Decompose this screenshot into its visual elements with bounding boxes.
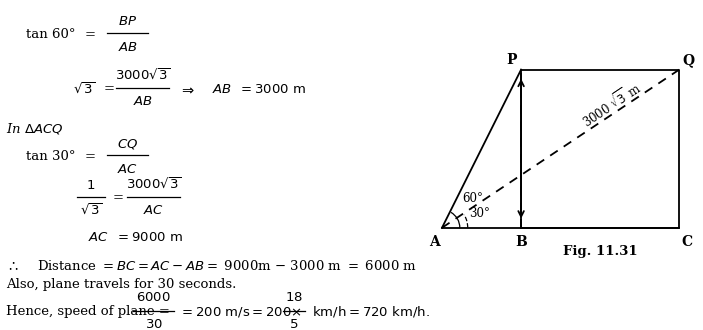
Text: $\ \mathrm{km/h} = 720\ \mathrm{km/h.}$: $\ \mathrm{km/h} = 720\ \mathrm{km/h.}$ bbox=[308, 304, 430, 319]
Text: tan 60°: tan 60° bbox=[26, 28, 76, 41]
Text: B: B bbox=[515, 235, 527, 249]
Text: Distance $= BC = AC - AB = $ 9000m $-$ 3000 m $= $ 6000 m: Distance $= BC = AC - AB = $ 9000m $-$ 3… bbox=[37, 259, 417, 273]
Text: $3000\sqrt{3}$: $3000\sqrt{3}$ bbox=[115, 68, 171, 83]
Text: P: P bbox=[506, 53, 517, 67]
Text: 60°: 60° bbox=[463, 192, 484, 205]
Text: $= 9000\ \mathrm{m}$: $= 9000\ \mathrm{m}$ bbox=[115, 231, 183, 244]
Text: $BP$: $BP$ bbox=[118, 15, 137, 28]
Text: $18$: $18$ bbox=[285, 291, 303, 305]
Text: $5$: $5$ bbox=[290, 318, 299, 330]
Text: $AB$: $AB$ bbox=[117, 41, 138, 54]
Text: $AB$: $AB$ bbox=[133, 95, 153, 108]
Text: $\sqrt{3}$: $\sqrt{3}$ bbox=[79, 203, 102, 218]
Text: $\sqrt{3}$: $\sqrt{3}$ bbox=[73, 82, 95, 97]
Text: $1$: $1$ bbox=[86, 179, 96, 192]
Text: Q: Q bbox=[683, 53, 695, 67]
Text: $CQ$: $CQ$ bbox=[117, 137, 138, 150]
Text: tan 30°: tan 30° bbox=[26, 150, 76, 163]
Text: =: = bbox=[104, 82, 115, 96]
Text: Hence, speed of plane =: Hence, speed of plane = bbox=[6, 305, 170, 318]
Text: $3000\sqrt{3}$: $3000\sqrt{3}$ bbox=[126, 177, 181, 192]
Text: $AC$: $AC$ bbox=[89, 231, 110, 244]
Text: =: = bbox=[84, 28, 96, 41]
Text: $AC$: $AC$ bbox=[117, 163, 138, 176]
Text: $= 3000\ \mathrm{m}$: $= 3000\ \mathrm{m}$ bbox=[238, 82, 306, 96]
Text: $= 200\ \mathrm{m/s} = 200{\times}$: $= 200\ \mathrm{m/s} = 200{\times}$ bbox=[179, 305, 302, 319]
Text: =: = bbox=[84, 150, 96, 163]
Text: $\Rightarrow$: $\Rightarrow$ bbox=[179, 82, 196, 96]
Text: $30$: $30$ bbox=[145, 318, 162, 330]
Text: C: C bbox=[682, 235, 692, 249]
Text: A: A bbox=[429, 235, 439, 249]
Text: $6000$: $6000$ bbox=[136, 291, 171, 305]
Text: =: = bbox=[112, 191, 124, 205]
Text: In $\Delta ACQ$: In $\Delta ACQ$ bbox=[6, 120, 64, 136]
Text: 30°: 30° bbox=[469, 207, 490, 220]
Text: $\therefore$: $\therefore$ bbox=[6, 259, 20, 273]
Text: $AC$: $AC$ bbox=[143, 204, 164, 217]
Text: $AB$: $AB$ bbox=[212, 82, 232, 96]
Text: Also, plane travels for 30 seconds.: Also, plane travels for 30 seconds. bbox=[6, 278, 237, 291]
Text: Fig. 11.31: Fig. 11.31 bbox=[563, 245, 638, 258]
Text: 3000 $\sqrt{3}$ m: 3000 $\sqrt{3}$ m bbox=[578, 78, 645, 130]
